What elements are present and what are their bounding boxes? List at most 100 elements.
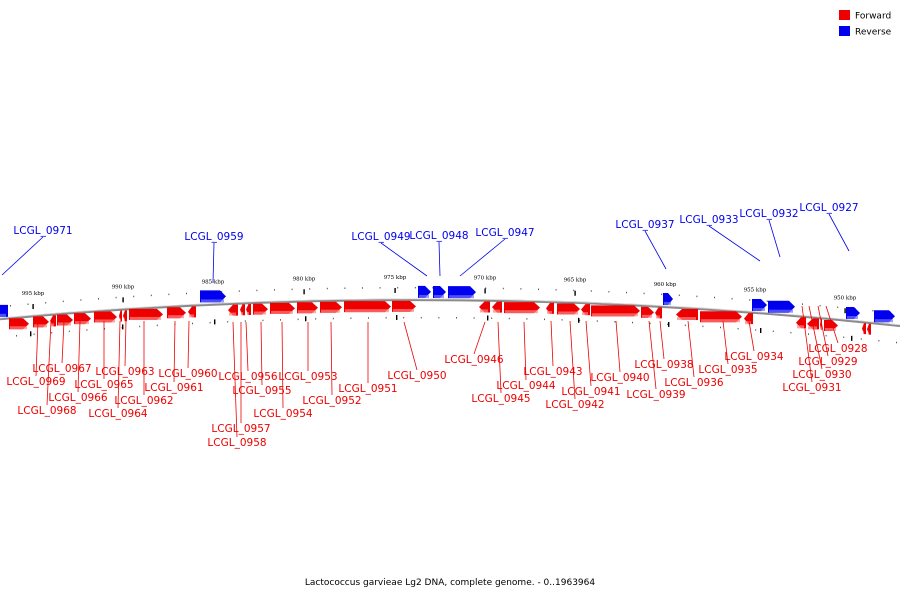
- forward-gene-arrow-shadow: [254, 311, 266, 315]
- forward-gene-arrow-shadow: [271, 310, 293, 314]
- forward-gene-arrow-shadow: [321, 309, 340, 313]
- forward-gene-arrow-shadow: [642, 314, 652, 318]
- forward-gene-arrow-shadow: [701, 319, 740, 323]
- forward-gene-leader: [659, 320, 665, 360]
- ruler-dot: [772, 330, 774, 333]
- forward-gene-label: LCGL_0941: [561, 386, 620, 398]
- reverse-gene-leader: [380, 242, 428, 277]
- ruler-dot: [62, 300, 64, 303]
- forward-gene-arrow-shadow: [493, 309, 500, 313]
- reverse-gene-label: LCGL_0959: [184, 231, 243, 243]
- forward-gene-leader: [281, 321, 284, 409]
- ruler-dot: [626, 291, 627, 294]
- forward-gene-label: LCGL_0954: [253, 408, 312, 420]
- forward-gene-label: LCGL_0969: [6, 376, 65, 388]
- reverse-gene-arrow-shadow: [0, 313, 6, 317]
- forward-gene-arrow-shadow: [656, 315, 660, 319]
- ruler-dot: [696, 295, 698, 298]
- forward-gene-label: LCGL_0945: [471, 393, 530, 405]
- ruler-dot: [808, 333, 809, 335]
- forward-gene-label: LCGL_0928: [808, 343, 867, 355]
- reverse-gene-leader: [1, 236, 44, 276]
- forward-gene-label: LCGL_0944: [496, 380, 555, 392]
- forward-gene-arrow-shadow: [58, 322, 71, 326]
- forward-gene-leader: [35, 320, 39, 377]
- reverse-gene-label: LCGL_0937: [615, 219, 674, 231]
- ruler-dot: [896, 341, 897, 344]
- kbp-major-tick: [32, 304, 34, 310]
- ruler-dot: [45, 302, 47, 304]
- reverse-gene-arrow-shadow: [753, 307, 765, 311]
- forward-gene-arrow-shadow: [34, 324, 47, 328]
- forward-gene-arrow-shadow: [808, 326, 817, 330]
- reverse-gene-arrow-shadow: [875, 319, 893, 323]
- forward-gene-arrow-shadow: [825, 327, 836, 331]
- forward-gene-arrow-shadow: [75, 321, 89, 325]
- ruler-dot: [168, 293, 170, 296]
- ruler-dot: [526, 318, 528, 320]
- ruler-dot: [649, 322, 651, 325]
- ruler-dot: [555, 289, 557, 291]
- forward-gene-arrow-shadow: [745, 321, 751, 325]
- ruler-dot: [561, 319, 563, 321]
- reverse-gene-leader: [828, 213, 850, 252]
- forward-gene-arrow-shadow: [95, 319, 115, 323]
- kbp-lower-tick: [30, 331, 32, 337]
- ruler-dot: [16, 335, 17, 337]
- kbp-lower-tick: [851, 335, 853, 341]
- kbp-label: 990 kbp: [112, 284, 135, 290]
- ruler-dot: [843, 336, 845, 339]
- ruler-dot: [309, 288, 311, 290]
- forward-gene-leader: [569, 320, 576, 400]
- forward-gene-leader: [232, 321, 238, 438]
- forward-gene-arrow-shadow: [505, 310, 538, 314]
- reverse-gene-leader: [644, 230, 667, 270]
- forward-gene-arrow-shadow: [863, 331, 864, 335]
- ruler-dot: [403, 316, 405, 319]
- forward-gene-arrow-shadow: [168, 315, 184, 319]
- kbp-lower-tick: [396, 314, 398, 320]
- forward-gene-arrow-shadow: [797, 325, 804, 329]
- forward-gene-arrow-shadow: [393, 308, 414, 312]
- ruler-dot: [27, 303, 29, 306]
- ruler-dot: [33, 333, 35, 336]
- ruler-dot: [837, 306, 839, 309]
- forward-gene-label: LCGL_0957: [211, 423, 270, 435]
- ruler-dot: [209, 321, 211, 324]
- reverse-gene-leader: [212, 242, 215, 284]
- backbone-highlight: [0, 298, 900, 326]
- ruler-dot: [115, 296, 117, 299]
- ruler-dot: [667, 323, 669, 326]
- forward-gene-label: LCGL_0967: [32, 363, 91, 375]
- ruler-dot: [508, 317, 510, 320]
- forward-gene-arrow-shadow: [558, 311, 578, 315]
- forward-gene-leader: [473, 321, 486, 355]
- forward-gene-label: LCGL_0938: [634, 359, 693, 371]
- forward-gene-leader: [808, 305, 823, 370]
- kbp-major-tick: [484, 288, 486, 294]
- ruler-dot: [502, 287, 504, 290]
- reverse-gene-leader: [438, 241, 441, 277]
- reverse-gene-label: LCGL_0947: [475, 227, 534, 239]
- kbp-major-tick: [574, 290, 576, 296]
- ruler-dot: [596, 320, 598, 322]
- ruler-dot: [221, 291, 223, 293]
- ruler-dot: [432, 286, 434, 289]
- forward-gene-arrow-shadow: [821, 327, 822, 331]
- ruler-dot: [538, 288, 539, 291]
- genome-caption: Lactococcus garvieae Lg2 DNA, complete g…: [304, 578, 596, 588]
- reverse-gene-label: LCGL_0949: [351, 231, 410, 243]
- kbp-lower-tick: [214, 319, 216, 325]
- kbp-lower-tick: [578, 317, 580, 323]
- forward-gene-label: LCGL_0965: [74, 379, 133, 391]
- ruler-dot: [520, 288, 522, 290]
- forward-gene-label: LCGL_0951: [338, 383, 397, 395]
- ruler-dot: [385, 317, 387, 319]
- forward-gene-label: LCGL_0931: [782, 382, 841, 394]
- forward-gene-label: LCGL_0943: [523, 366, 582, 378]
- reverse-gene-arrow-shadow: [769, 309, 793, 313]
- forward-gene-label: LCGL_0953: [278, 371, 337, 383]
- forward-gene-arrow-shadow: [51, 323, 54, 327]
- kbp-label: 960 kbp: [654, 282, 677, 288]
- ruler-dot: [414, 286, 416, 289]
